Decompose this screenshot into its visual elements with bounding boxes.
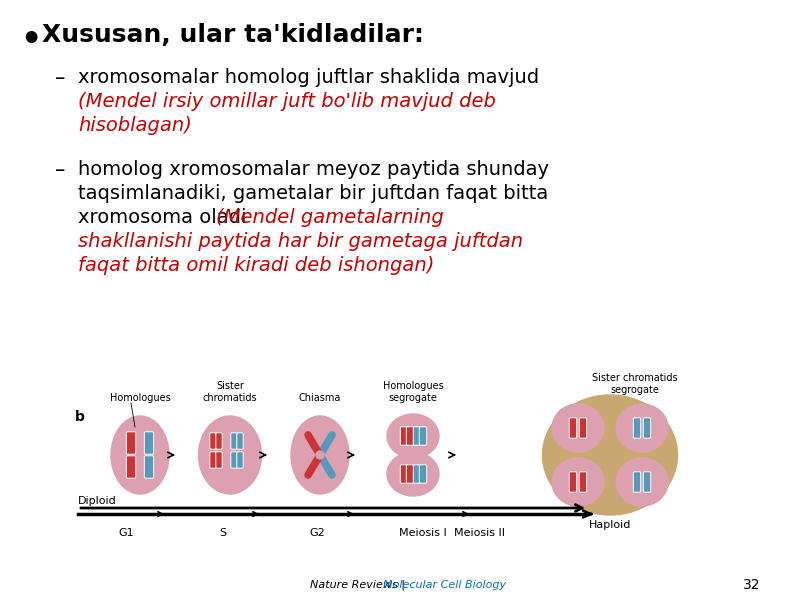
Text: G2: G2	[310, 528, 326, 538]
Text: –: –	[55, 68, 66, 88]
Ellipse shape	[552, 458, 604, 506]
FancyBboxPatch shape	[237, 452, 243, 468]
FancyBboxPatch shape	[231, 433, 238, 449]
Text: Xususan, ular ta'kidladilar:: Xususan, ular ta'kidladilar:	[42, 23, 424, 47]
Ellipse shape	[387, 452, 439, 496]
Circle shape	[316, 451, 324, 459]
Text: Molecular Cell Biology: Molecular Cell Biology	[383, 580, 506, 590]
FancyBboxPatch shape	[570, 472, 577, 492]
FancyBboxPatch shape	[237, 433, 243, 449]
Text: (Mendel gametalarning: (Mendel gametalarning	[216, 208, 444, 227]
Text: •: •	[20, 24, 42, 57]
FancyBboxPatch shape	[126, 456, 136, 478]
Text: S: S	[219, 528, 226, 538]
Text: –: –	[55, 160, 66, 180]
FancyBboxPatch shape	[634, 418, 641, 438]
FancyBboxPatch shape	[570, 418, 577, 438]
Text: shakllanishi paytida har bir gametaga juftdan: shakllanishi paytida har bir gametaga ju…	[78, 232, 523, 251]
Ellipse shape	[616, 404, 668, 452]
Text: Diploid: Diploid	[78, 496, 117, 506]
FancyBboxPatch shape	[419, 465, 426, 483]
Ellipse shape	[291, 416, 349, 494]
FancyBboxPatch shape	[216, 452, 222, 468]
Text: Sister
chromatids: Sister chromatids	[202, 382, 258, 403]
Text: Meiosis I: Meiosis I	[398, 528, 446, 538]
Text: homolog xromosomalar meyoz paytida shunday: homolog xromosomalar meyoz paytida shund…	[78, 160, 549, 179]
FancyBboxPatch shape	[144, 456, 154, 478]
Text: hisoblagan): hisoblagan)	[78, 116, 192, 135]
FancyBboxPatch shape	[231, 452, 238, 468]
Text: xromosoma oladi: xromosoma oladi	[78, 208, 253, 227]
Text: 32: 32	[742, 578, 760, 592]
Text: b: b	[75, 410, 85, 424]
FancyBboxPatch shape	[216, 433, 222, 449]
Ellipse shape	[552, 404, 604, 452]
Ellipse shape	[111, 416, 169, 494]
FancyBboxPatch shape	[579, 418, 586, 438]
Ellipse shape	[387, 414, 439, 458]
FancyBboxPatch shape	[210, 433, 216, 449]
FancyBboxPatch shape	[414, 465, 421, 483]
FancyBboxPatch shape	[144, 432, 154, 454]
Text: Homologues
segrogate: Homologues segrogate	[382, 382, 443, 403]
FancyBboxPatch shape	[643, 472, 650, 492]
Text: xromosomalar homolog juftlar shaklida mavjud: xromosomalar homolog juftlar shaklida ma…	[78, 68, 539, 87]
Ellipse shape	[616, 458, 668, 506]
Text: G1: G1	[118, 528, 134, 538]
FancyBboxPatch shape	[406, 465, 414, 483]
Text: Meiosis II: Meiosis II	[454, 528, 506, 538]
Text: (Mendel irsiy omillar juft bo'lib mavjud deb: (Mendel irsiy omillar juft bo'lib mavjud…	[78, 92, 496, 111]
Ellipse shape	[542, 395, 678, 515]
FancyBboxPatch shape	[400, 427, 408, 445]
FancyBboxPatch shape	[579, 472, 586, 492]
FancyBboxPatch shape	[210, 452, 216, 468]
Text: Sister chromatids
segrogate: Sister chromatids segrogate	[592, 373, 678, 395]
FancyBboxPatch shape	[126, 432, 136, 454]
FancyBboxPatch shape	[419, 427, 426, 445]
Text: Nature Reviews |: Nature Reviews |	[310, 580, 409, 590]
Text: Haploid: Haploid	[589, 520, 631, 530]
Ellipse shape	[198, 416, 262, 494]
Text: Homologues: Homologues	[110, 393, 170, 403]
FancyBboxPatch shape	[414, 427, 421, 445]
Text: Chiasma: Chiasma	[299, 393, 341, 403]
Text: faqat bitta omil kiradi deb ishongan): faqat bitta omil kiradi deb ishongan)	[78, 256, 434, 275]
Text: taqsimlanadiki, gametalar bir juftdan faqat bitta: taqsimlanadiki, gametalar bir juftdan fa…	[78, 184, 548, 203]
FancyBboxPatch shape	[634, 472, 641, 492]
FancyBboxPatch shape	[643, 418, 650, 438]
FancyBboxPatch shape	[400, 465, 408, 483]
FancyBboxPatch shape	[406, 427, 414, 445]
